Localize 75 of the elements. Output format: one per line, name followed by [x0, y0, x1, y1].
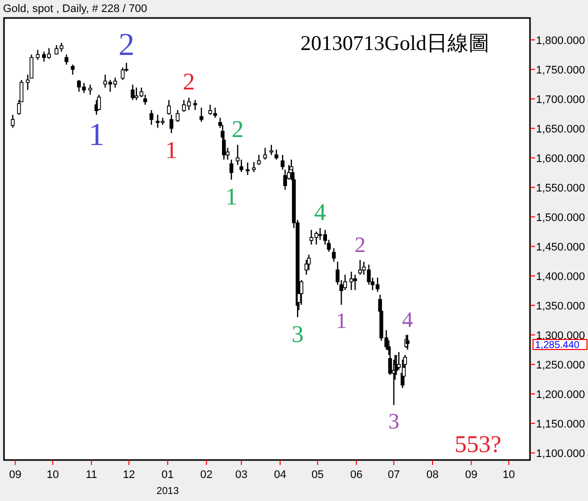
x-tick-label: 10 — [46, 469, 59, 481]
x-tick-label: 09 — [465, 469, 478, 481]
annotation: 3 — [388, 408, 400, 434]
candlestick — [97, 94, 101, 111]
chart-subtitle: Gold, spot , Daily, # 228 / 700 — [3, 3, 148, 15]
annotation: 4 — [402, 306, 414, 332]
candlestick — [200, 107, 204, 122]
annotation: 2 — [182, 70, 195, 96]
x-tick-label: 05 — [311, 469, 324, 481]
candlestick — [167, 99, 171, 116]
annotation: 553? — [454, 432, 502, 458]
x-tick-label: 04 — [274, 469, 286, 481]
y-tick-label: 1,700.000 — [536, 94, 585, 106]
y-tick-label: 1,150.000 — [536, 418, 585, 430]
y-tick-label: 1,400.000 — [536, 270, 585, 283]
x-tick-label: 09 — [9, 469, 22, 481]
text: 1,285.440 — [535, 340, 580, 351]
candlestick — [229, 159, 234, 180]
candlestick — [70, 64, 75, 76]
candlestick — [263, 147, 268, 160]
y-tick-label: 1,650.000 — [536, 123, 585, 136]
x-tick-label: 12 — [122, 469, 136, 481]
x-tick-label: 01 2013 — [156, 469, 180, 497]
candlestick — [332, 248, 336, 262]
candlestick — [239, 159, 244, 173]
y-tick-label: 1,550.000 — [536, 182, 585, 194]
candlestick — [283, 169, 288, 190]
x-tick-label: 07 — [388, 469, 400, 481]
x-tick-label: 10 — [502, 469, 515, 481]
annotation: 2 — [354, 232, 366, 257]
candlestick — [349, 271, 354, 291]
candlestick — [120, 66, 125, 81]
y-tick-label: 1,300.000 — [536, 330, 585, 342]
candlestick — [353, 274, 357, 291]
candlestick — [176, 109, 180, 122]
annotation: 2 — [118, 26, 134, 62]
candlestick — [10, 114, 15, 128]
annotation: 1 — [165, 138, 178, 164]
candlestick — [193, 99, 198, 111]
annotation: 1 — [336, 308, 347, 334]
candlestick — [88, 84, 92, 96]
y-tick-label: 1,200.000 — [536, 388, 585, 401]
candlestick — [306, 254, 311, 271]
candlestick — [130, 84, 135, 101]
annotation: 2 — [232, 116, 244, 143]
candlestick — [36, 49, 40, 60]
annotation: 1 — [88, 116, 104, 152]
y-tick-label: 1,350.000 — [536, 300, 585, 312]
candlestick — [170, 114, 174, 134]
annotation: 1 — [225, 184, 238, 210]
y-tick-label: 1,750.000 — [536, 64, 585, 76]
x-tick-label: 08 — [426, 469, 439, 481]
x-tick-label: 06 — [350, 469, 362, 481]
x-tick-label: 03 — [235, 469, 248, 481]
y-tick-label: 1,600.000 — [536, 152, 585, 165]
candlestick — [150, 109, 154, 126]
candlestick — [269, 144, 274, 156]
x-tick-label: 02 — [200, 469, 213, 481]
x-tick-label: 11 — [86, 469, 98, 481]
y-tick-label: 1,250.000 — [536, 359, 585, 372]
y-tick-label: 1,450.000 — [536, 241, 585, 254]
candlestick — [256, 154, 261, 166]
candlestick — [406, 334, 410, 350]
y-tick-label: 1,500.000 — [536, 212, 585, 224]
y-tick-label: 1,100.000 — [536, 448, 585, 460]
annotation: 4 — [314, 200, 326, 226]
candlestick — [358, 259, 362, 276]
candlestick — [274, 148, 278, 160]
candlestick — [64, 54, 68, 66]
y-tick-label: 1,800.000 — [536, 34, 585, 47]
candlestick — [252, 161, 256, 173]
annotation: 3 — [292, 322, 304, 348]
candlestick — [280, 154, 285, 170]
candlestick — [143, 94, 148, 106]
text: 20130713Gold日線圖 — [300, 31, 490, 55]
